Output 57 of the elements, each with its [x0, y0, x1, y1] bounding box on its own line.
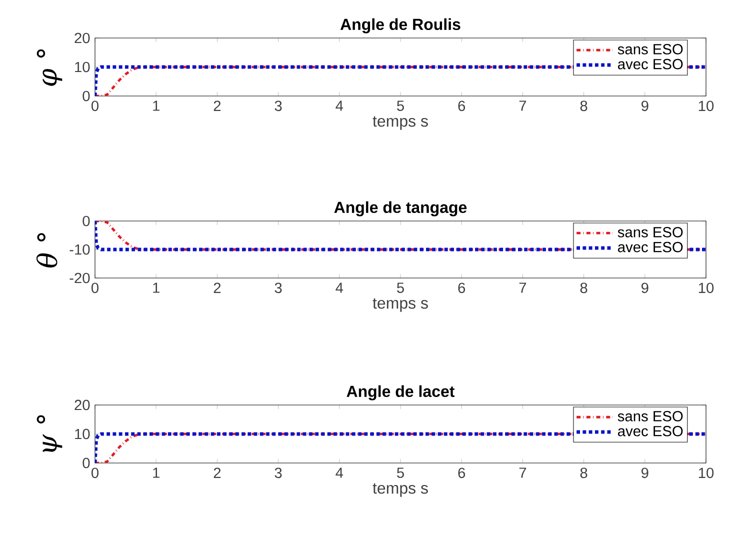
x-tick-label: 10	[698, 100, 714, 112]
chart-title: Angle de Roulis	[340, 18, 460, 34]
x-tick-label: 0	[91, 282, 98, 294]
x-tick-label: 8	[580, 468, 588, 478]
x-tick-label: 0	[91, 468, 98, 478]
x-tick-label: 1	[153, 468, 160, 478]
x-tick-label: 2	[214, 100, 221, 111]
legend-label: avec ESO	[618, 58, 683, 70]
x-tick-label: 1	[153, 282, 160, 293]
y-tick-label: 10	[75, 62, 90, 72]
chart-title: Angle de tangage	[334, 201, 467, 216]
x-tick-label: 8	[580, 100, 588, 112]
x-tick-label: 6	[458, 468, 466, 478]
x-tick-label: 5	[397, 468, 404, 478]
x-tick-label: 6	[458, 100, 466, 112]
x-tick-label: 3	[274, 282, 282, 294]
x-tick-label: 6	[458, 282, 466, 294]
y-tick-label: 20	[74, 400, 90, 410]
y-tick-label: -10	[70, 244, 90, 255]
legend-label: sans ESO	[618, 44, 683, 54]
x-tick-label: 10	[698, 468, 714, 478]
x-tick-label: 7	[519, 282, 526, 293]
x-tick-label: 10	[698, 282, 714, 294]
y-tick-label: 0	[82, 90, 90, 102]
x-tick-label: 1	[153, 100, 160, 111]
x-axis-title: temps s	[372, 483, 428, 497]
y-tick-label: 0	[82, 216, 90, 226]
x-tick-label: 2	[214, 282, 221, 293]
x-tick-label: 3	[274, 468, 282, 478]
legend-label: sans ESO	[618, 226, 683, 238]
chart-title: Angle de lacet	[346, 385, 455, 400]
y-tick-label: -20	[70, 272, 90, 284]
x-tick-label: 9	[642, 100, 648, 112]
legend-label: sans ESO	[618, 411, 683, 422]
y-tick-label: 0	[82, 458, 90, 468]
y-axis-title: ψ °	[36, 415, 62, 452]
y-axis-title: φ °	[36, 49, 62, 86]
x-tick-label: 7	[519, 468, 526, 478]
x-tick-label: 4	[336, 100, 344, 111]
y-tick-label: 10	[75, 428, 90, 440]
x-tick-label: 9	[642, 468, 648, 478]
x-tick-label: 4	[336, 468, 344, 478]
x-tick-label: 8	[580, 282, 588, 294]
legend-label: avec ESO	[618, 426, 683, 436]
y-tick-label: 20	[74, 32, 90, 44]
x-axis-title: temps s	[372, 298, 428, 312]
x-axis-title: temps s	[372, 116, 428, 130]
x-tick-label: 5	[397, 100, 404, 111]
x-tick-label: 4	[336, 282, 344, 293]
x-tick-label: 3	[274, 100, 282, 112]
x-tick-label: 0	[91, 100, 98, 112]
x-tick-label: 5	[397, 282, 404, 293]
legend-label: avec ESO	[618, 242, 683, 252]
x-tick-label: 9	[642, 282, 648, 294]
x-tick-label: 2	[214, 468, 221, 478]
x-tick-label: 7	[519, 100, 526, 111]
y-axis-title: θ °	[36, 233, 58, 268]
